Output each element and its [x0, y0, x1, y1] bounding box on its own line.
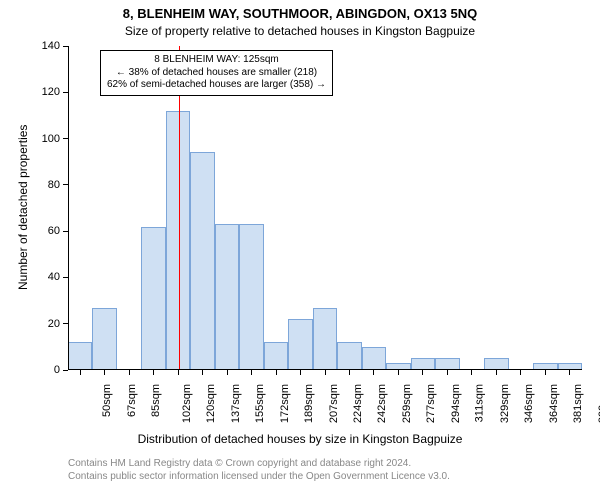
x-tick-label: 120sqm	[205, 384, 217, 423]
x-tick-label: 294sqm	[450, 384, 462, 423]
y-tick-label: 80	[28, 179, 60, 191]
annotation-line-3: 62% of semi-detached houses are larger (…	[107, 79, 326, 92]
x-tick-label: 277sqm	[426, 384, 438, 423]
x-tick-mark	[496, 370, 497, 375]
y-tick-label: 40	[28, 271, 60, 283]
y-tick-label: 20	[28, 318, 60, 330]
x-tick-mark	[349, 370, 350, 375]
x-tick-label: 85sqm	[150, 384, 162, 417]
histogram-bar	[141, 227, 165, 370]
annotation-box: 8 BLENHEIM WAY: 125sqm ← 38% of detached…	[100, 50, 333, 96]
histogram-bar	[215, 224, 239, 370]
annotation-line-2: ← 38% of detached houses are smaller (21…	[107, 67, 326, 80]
x-tick-label: 259sqm	[401, 384, 413, 423]
y-tick-label: 140	[28, 40, 60, 52]
x-tick-label: 311sqm	[474, 384, 486, 422]
x-tick-label: 50sqm	[101, 384, 113, 417]
x-tick-label: 224sqm	[352, 384, 364, 423]
histogram-bar	[239, 224, 263, 370]
x-tick-mark	[129, 370, 130, 375]
histogram-bar	[68, 342, 92, 370]
x-tick-mark	[300, 370, 301, 375]
x-tick-mark	[447, 370, 448, 375]
y-tick-label: 100	[28, 133, 60, 145]
x-tick-mark	[178, 370, 179, 375]
histogram-bar	[337, 342, 361, 370]
chart-title-address: 8, BLENHEIM WAY, SOUTHMOOR, ABINGDON, OX…	[0, 6, 600, 21]
histogram-bar	[92, 308, 116, 370]
y-axis-label: Number of detached properties	[16, 125, 30, 290]
y-tick-label: 0	[28, 364, 60, 376]
x-axis-label: Distribution of detached houses by size …	[0, 432, 600, 446]
x-tick-mark	[153, 370, 154, 375]
x-tick-label: 242sqm	[377, 384, 389, 423]
x-tick-label: 102sqm	[181, 384, 193, 423]
x-tick-mark	[520, 370, 521, 375]
x-tick-mark	[398, 370, 399, 375]
histogram-bar	[264, 342, 288, 370]
x-tick-mark	[80, 370, 81, 375]
histogram-bar	[190, 152, 214, 370]
annotation-line-1: 8 BLENHEIM WAY: 125sqm	[107, 54, 326, 67]
histogram-bar	[288, 319, 312, 370]
x-tick-label: 346sqm	[523, 384, 535, 423]
x-tick-mark	[545, 370, 546, 375]
x-tick-mark	[202, 370, 203, 375]
x-axis-spine	[68, 369, 582, 370]
x-tick-mark	[104, 370, 105, 375]
x-tick-label: 172sqm	[279, 384, 291, 423]
x-tick-label: 137sqm	[230, 384, 242, 423]
y-tick-label: 120	[28, 86, 60, 98]
x-tick-label: 381sqm	[572, 384, 584, 423]
y-axis-spine	[68, 46, 69, 370]
x-tick-mark	[251, 370, 252, 375]
chart-container: 8, BLENHEIM WAY, SOUTHMOOR, ABINGDON, OX…	[0, 0, 600, 500]
x-tick-label: 67sqm	[126, 384, 138, 417]
y-tick-label: 60	[28, 225, 60, 237]
x-tick-label: 207sqm	[328, 384, 340, 423]
x-tick-label: 155sqm	[254, 384, 266, 423]
x-tick-mark	[569, 370, 570, 375]
x-tick-mark	[325, 370, 326, 375]
x-tick-label: 364sqm	[548, 384, 560, 423]
x-tick-label: 189sqm	[303, 384, 315, 423]
chart-subtitle: Size of property relative to detached ho…	[0, 24, 600, 38]
footer-attribution: Contains HM Land Registry data © Crown c…	[68, 458, 450, 483]
x-tick-mark	[422, 370, 423, 375]
x-tick-mark	[276, 370, 277, 375]
x-tick-mark	[471, 370, 472, 375]
histogram-bar	[313, 308, 337, 370]
footer-line-1: Contains HM Land Registry data © Crown c…	[68, 458, 450, 471]
x-tick-mark	[373, 370, 374, 375]
footer-line-2: Contains public sector information licen…	[68, 471, 450, 484]
x-tick-mark	[227, 370, 228, 375]
x-tick-label: 329sqm	[499, 384, 511, 423]
histogram-bar	[362, 347, 386, 370]
